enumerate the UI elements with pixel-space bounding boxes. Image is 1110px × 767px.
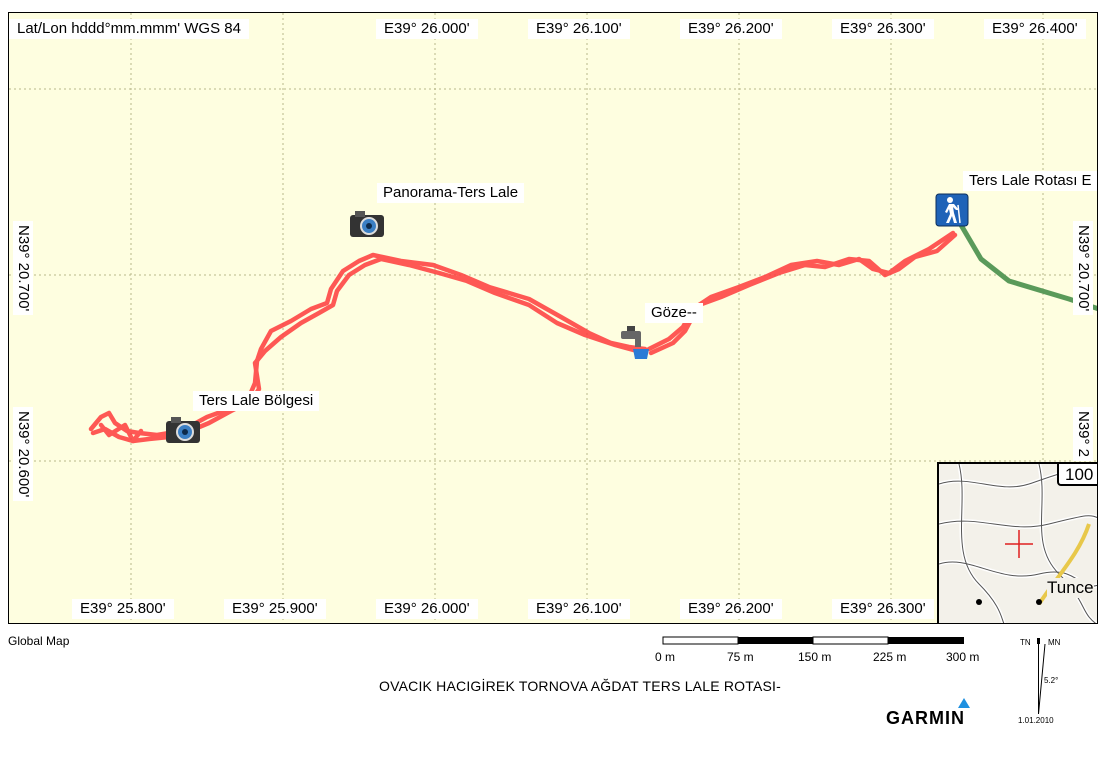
left-tick-label: N39° 20.700'	[13, 221, 33, 316]
declination-date: 1.01.2010	[1018, 716, 1054, 725]
right-tick-label: N39° 20.700'	[1073, 221, 1093, 316]
map-title: OVACIK HACIGİREK TORNOVA AĞDAT TERS LALE…	[379, 678, 781, 694]
camera-icon[interactable]	[165, 415, 201, 445]
camera-icon[interactable]	[349, 209, 385, 239]
top-tick-label: E39° 26.100'	[528, 19, 630, 39]
garmin-triangle-icon	[958, 698, 970, 708]
scale-label: 75 m	[727, 650, 754, 664]
left-tick-label: N39° 20.600'	[13, 407, 33, 502]
north-arrow: TN MN 5.2° 1.01.2010	[1010, 636, 1070, 736]
scale-label: 0 m	[655, 650, 676, 664]
waypoint-label[interactable]: Göze--	[645, 303, 703, 323]
top-tick-label: E39° 26.200'	[680, 19, 782, 39]
top-tick-label: E39° 26.400'	[984, 19, 1086, 39]
scale-label: 300 m	[946, 650, 980, 664]
scale-bar	[662, 636, 964, 645]
bottom-tick-label: E39° 25.800'	[72, 599, 174, 619]
bottom-tick-label: E39° 26.000'	[376, 599, 478, 619]
true-north-label: TN	[1020, 638, 1031, 647]
water-tap-icon[interactable]	[615, 323, 653, 361]
inset-roads	[939, 464, 1097, 623]
bottom-tick-label: E39° 26.300'	[832, 599, 934, 619]
bottom-tick-label: E39° 26.200'	[680, 599, 782, 619]
overview-inset[interactable]: 100 Tunce	[937, 462, 1097, 623]
inset-place-label: Tunce	[1047, 578, 1094, 598]
waypoint-label[interactable]: Ters Lale Bölgesi	[193, 391, 320, 411]
bottom-tick-label: E39° 25.900'	[224, 599, 326, 619]
brand-logo: GARMIN	[886, 708, 965, 728]
top-tick-label: E39° 26.300'	[832, 19, 934, 39]
scale-label: 225 m	[873, 650, 907, 664]
coord-format-label: Lat/Lon hddd°mm.mmm' WGS 84	[9, 19, 249, 39]
map-grid-and-tracks	[9, 13, 1097, 623]
bottom-tick-label: E39° 26.100'	[528, 599, 630, 619]
right-tick-label: N39° 2	[1073, 407, 1093, 462]
top-tick-label: E39° 26.000'	[376, 19, 478, 39]
map-source-label: Global Map	[8, 634, 70, 648]
hiker-icon[interactable]	[935, 193, 969, 227]
declination-diagram	[1037, 638, 1046, 715]
scale-label: 150 m	[798, 650, 832, 664]
magnetic-north-label: MN	[1048, 638, 1061, 647]
map-canvas[interactable]: Lat/Lon hddd°mm.mmm' WGS 84 E39° 26.000'…	[8, 12, 1098, 624]
declination-label: 5.2°	[1044, 676, 1059, 685]
waypoint-label[interactable]: Panorama-Ters Lale	[377, 183, 525, 203]
inset-zoom-label: 100	[1057, 464, 1097, 486]
waypoint-label[interactable]: Ters Lale Rotası E	[963, 171, 1097, 191]
graticule	[9, 13, 1097, 623]
